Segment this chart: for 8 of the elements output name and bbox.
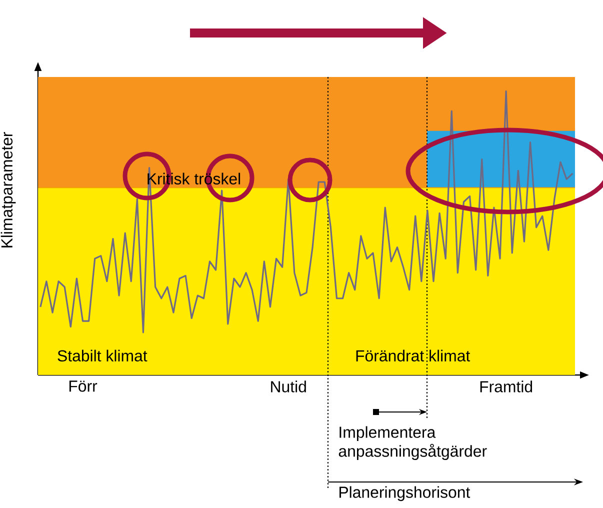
- text: Implementera anpassningsåtgärder: [338, 426, 487, 460]
- x-tick-label: Nutid: [271, 380, 306, 392]
- x-tick-label: Framtid: [480, 380, 532, 392]
- annotation: Förändrat klimat: [356, 350, 470, 362]
- y-axis-title: Klimatparameter: [0, 132, 16, 248]
- text: Planeringshorisont: [339, 486, 470, 502]
- x-tick-label: Förr: [69, 380, 98, 392]
- annotation: Stabilt klimat: [58, 350, 148, 362]
